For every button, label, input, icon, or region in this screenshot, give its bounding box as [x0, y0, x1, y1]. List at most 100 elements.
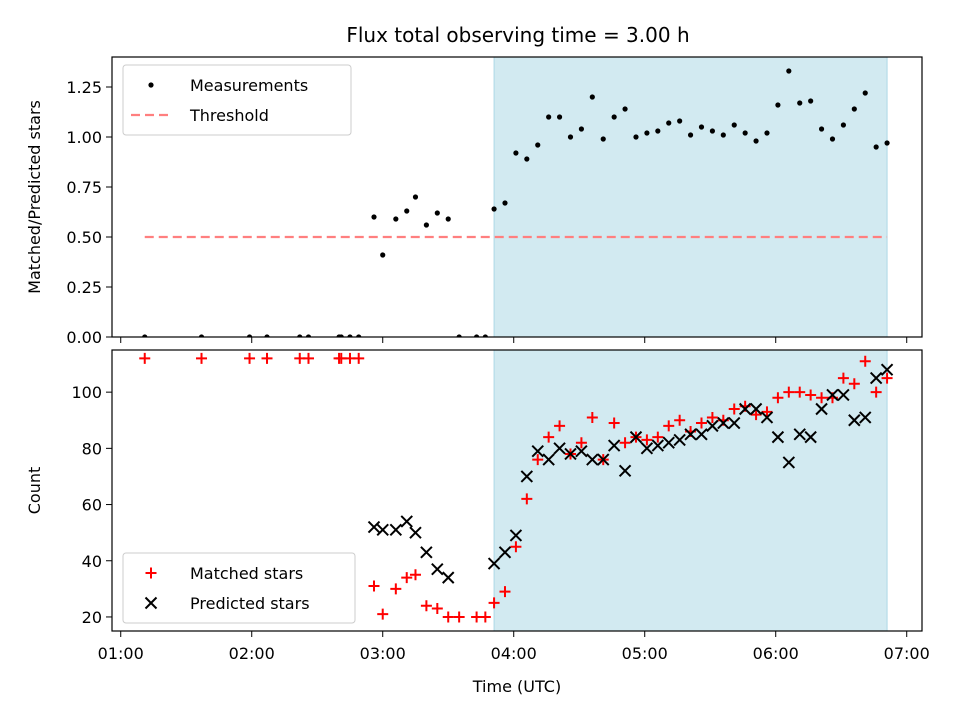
x-axis-label: Time (UTC) [472, 677, 561, 696]
predicted-star-point [498, 546, 512, 559]
x-tick-label: 01:00 [98, 644, 144, 663]
matched-star-point [368, 580, 380, 592]
predicted-star-point [782, 456, 796, 469]
matched-star-point [772, 392, 784, 404]
predicted-star-point [420, 546, 433, 559]
matched-star-point [488, 597, 500, 609]
matched-star-point [479, 611, 491, 623]
legend-box [122, 552, 356, 624]
measurement-point [482, 334, 488, 337]
measurement-point [753, 138, 759, 144]
measurement-point [862, 90, 868, 96]
predicted-star-point [487, 557, 501, 570]
matched-star-point [783, 386, 795, 398]
measurement-point [524, 156, 530, 162]
predicted-star-point [618, 464, 632, 478]
measurement-point [142, 334, 148, 337]
bottom-panel-counts: 20 40 60 80 100 01:00 02:00 03:00 04:00 05:00 06:0… [25, 349, 930, 696]
predicted-star-point [640, 442, 654, 455]
matched-star-point [196, 352, 208, 364]
matched-star-point [139, 352, 151, 364]
predicted-star-point [673, 433, 686, 447]
measurement-point [873, 144, 879, 150]
measurement-point [644, 130, 650, 136]
measurement-point [840, 122, 847, 128]
measurement-point [731, 122, 737, 128]
predicted-star-point [542, 453, 555, 466]
observing-window-span [494, 57, 888, 337]
x-tick-label: 05:00 [622, 644, 668, 663]
matched-star-point [586, 411, 598, 423]
predicted-star-point [771, 430, 785, 444]
measurement-point [423, 222, 429, 228]
measurement-point [198, 334, 205, 337]
predicted-star-point [848, 414, 861, 427]
predicted-star-point [629, 430, 643, 444]
predicted-star-point [564, 447, 577, 461]
matched-star-point [652, 431, 664, 443]
measurement-point [611, 114, 617, 120]
measurement-point [589, 94, 595, 100]
measurement-point [578, 126, 585, 132]
measurement-point [338, 334, 344, 337]
predicted-star-point [717, 416, 730, 430]
measurement-point [404, 208, 410, 214]
predicted-star-point [804, 430, 817, 444]
matched-star-point [261, 352, 273, 364]
predicted-star-point [586, 453, 599, 466]
matched-star-point [848, 378, 860, 390]
matched-star-point [442, 611, 454, 623]
matched-star-point [377, 608, 389, 620]
measurement-point [535, 142, 541, 148]
matched-star-point [728, 403, 740, 415]
predicted-star-point [826, 388, 839, 402]
matched-star-point [750, 409, 762, 421]
matched-star-point [431, 603, 443, 615]
legend: Matched stars Predicted stars [122, 552, 356, 624]
predicted-star-point [859, 411, 872, 424]
predicted-star-point [662, 436, 675, 449]
matched-star-point [641, 434, 653, 446]
x-tick-label: 03:00 [360, 644, 406, 663]
matched-star-point [674, 414, 686, 426]
matched-star-point [521, 493, 533, 505]
data-marks [139, 352, 894, 623]
x-tick-label: 06:00 [753, 644, 799, 663]
legend-label: Predicted stars [190, 594, 310, 613]
predicted-star-point [695, 428, 708, 441]
measurement-point [764, 130, 770, 136]
measurement-point [456, 334, 462, 337]
measurement-point [677, 118, 683, 124]
measurement-point [786, 68, 792, 74]
legend: Measurements Threshold [122, 64, 352, 136]
matched-star-point [816, 392, 828, 404]
measurement-point [720, 132, 726, 138]
measurement-point [380, 252, 386, 258]
matched-star-point [761, 406, 773, 418]
measurement-point [687, 132, 694, 138]
top-panel-ratio: 0.00 0.25 0.50 0.75 1.00 1.25 Matched/Predicte… [25, 56, 923, 347]
matched-star-point [554, 420, 566, 432]
axes-frame [111, 56, 923, 338]
predicted-star-point [531, 444, 544, 458]
y-tick-label: 0.75 [66, 178, 102, 197]
measurement-point [474, 334, 480, 337]
y-tick-label: 1.25 [66, 78, 102, 97]
matched-star-point [409, 569, 421, 581]
matched-star-point [706, 411, 718, 423]
predicted-star-point [684, 428, 697, 441]
measurement-point [884, 140, 890, 146]
figure-title: Flux total observing time = 3.00 h [346, 23, 689, 47]
matched-star-point [859, 355, 871, 367]
predicted-star-point [607, 439, 621, 452]
measurement-point [622, 106, 628, 112]
matched-star-point [663, 420, 675, 432]
predicted-star-point [442, 571, 455, 584]
measurement-point [851, 106, 857, 112]
matched-star-point [870, 386, 882, 398]
y-tick-label: 60 [82, 496, 102, 515]
x-tick-label: 07:00 [884, 644, 930, 663]
measurement-point [445, 216, 451, 222]
matched-star-point [353, 352, 365, 364]
predicted-star-point [376, 523, 389, 537]
